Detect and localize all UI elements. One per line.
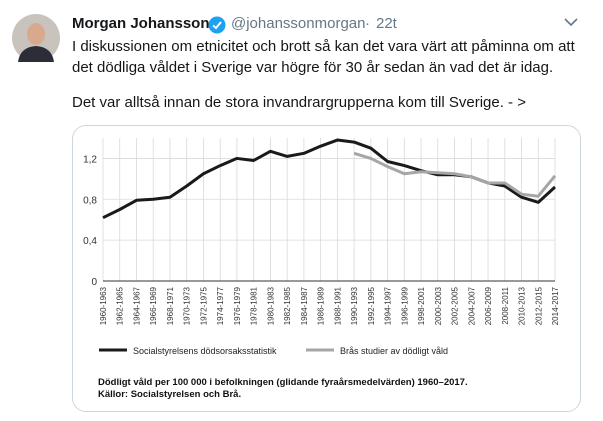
x-tick-label: 2012-2015 — [534, 286, 543, 325]
x-tick-label: 1972-1975 — [199, 286, 208, 325]
x-tick-label: 1986-1989 — [317, 286, 326, 325]
separator: · — [365, 15, 370, 32]
avatar[interactable] — [12, 14, 60, 62]
x-tick-label: 1984-1987 — [300, 286, 309, 325]
verified-badge — [208, 16, 226, 34]
y-tick-label: 1,2 — [83, 154, 97, 165]
x-tick-label: 1964-1967 — [132, 286, 141, 325]
chart-caption: Källor: Socialstyrelsen och Brå. — [98, 389, 241, 400]
x-tick-label: 1996-1999 — [400, 286, 409, 325]
x-tick-label: 2006-2009 — [484, 286, 493, 325]
x-tick-label: 2002-2005 — [451, 286, 460, 325]
x-tick-label: 1976-1979 — [233, 286, 242, 325]
chart: 0 0,4 0,8 1,2 1960-1963 1962-1965 1964-1967 196… — [83, 138, 560, 400]
series-line — [353, 151, 557, 198]
x-tick-label: 1992-1995 — [367, 286, 376, 325]
x-tick-label: 1990-1993 — [350, 286, 359, 325]
x-tick-label: 1968-1971 — [166, 286, 175, 325]
x-tick-label: 1978-1981 — [250, 286, 259, 325]
x-tick-label: 1960-1963 — [99, 286, 108, 325]
legend-label: Brås studier av dödligt våld — [340, 346, 448, 356]
y-tick-label: 0,8 — [83, 195, 97, 206]
tweet-text: Det var alltså innan de stora invandrarg… — [72, 94, 526, 111]
y-tick-label: 0,4 — [83, 236, 97, 247]
user-handle[interactable]: @johanssonmorgan — [231, 15, 366, 32]
x-tick-label: 1994-1997 — [384, 286, 393, 325]
legend-label: Socialstyrelsens dödsorsaksstatistik — [133, 346, 277, 356]
x-tick-label: 1982-1985 — [283, 286, 292, 325]
timestamp[interactable]: 22t — [376, 15, 397, 32]
x-tick-label: 2008-2011 — [501, 286, 510, 324]
tweet-text: I diskussionen om etnicitet och brott så… — [72, 38, 575, 55]
media-card[interactable]: 0 0,4 0,8 1,2 1960-1963 1962-1965 1964-1967 196… — [72, 125, 581, 412]
x-tick-label: 1998-2001 — [417, 286, 426, 325]
menu-chevron[interactable] — [564, 17, 578, 27]
x-tick-label: 1980-1983 — [266, 286, 275, 325]
tweet-text: det dödliga våldet i Sverige var högre f… — [72, 59, 554, 76]
x-tick-label: 2014-2017 — [551, 286, 560, 325]
x-tick-label: 1962-1965 — [116, 286, 125, 325]
x-tick-label: 1966-1969 — [149, 286, 158, 325]
y-tick-label: 0 — [91, 277, 97, 288]
series-line — [102, 138, 557, 220]
chart-caption: Dödligt våld per 100 000 i befolkningen … — [98, 377, 468, 388]
user-name[interactable]: Morgan Johansson — [72, 15, 210, 32]
x-tick-label: 1988-1991 — [333, 286, 342, 325]
x-tick-label: 2004-2007 — [467, 286, 476, 325]
x-tick-label: 1974-1977 — [216, 286, 225, 325]
x-tick-label: 2010-2013 — [518, 286, 527, 325]
x-tick-label: 2000-2003 — [434, 286, 443, 325]
x-tick-label: 1970-1973 — [183, 286, 192, 325]
